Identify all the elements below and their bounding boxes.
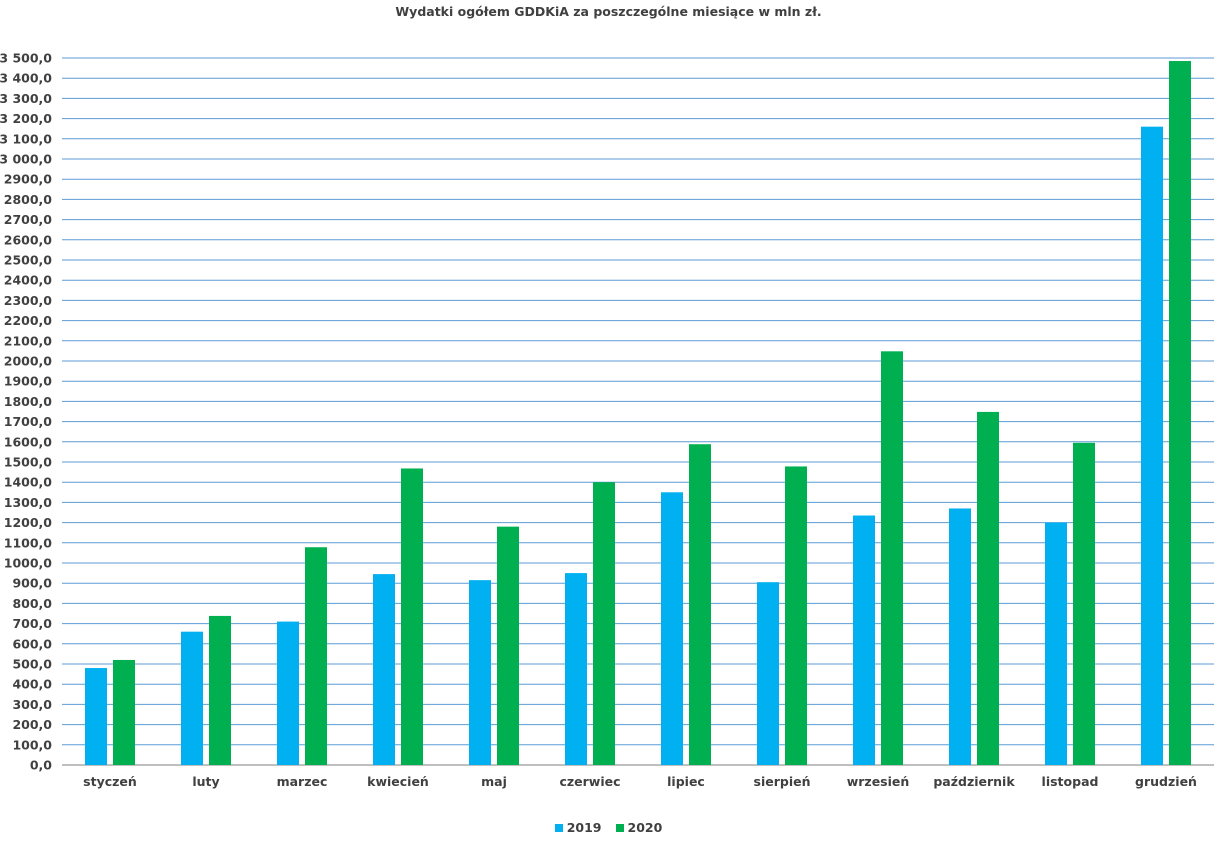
legend-label-2019: 2019: [566, 820, 602, 835]
x-tick-label: listopad: [1042, 774, 1099, 789]
y-tick-label: 3 000,0: [0, 152, 52, 167]
bar-2020-maj[interactable]: [497, 526, 519, 765]
x-tick-label: marzec: [277, 774, 328, 789]
y-tick-label: 500,0: [12, 657, 52, 672]
y-tick-label: 2000,0: [4, 354, 53, 369]
x-tick-label: grudzień: [1135, 774, 1197, 789]
y-tick-label: 300,0: [12, 697, 52, 712]
y-tick-label: 2500,0: [4, 253, 53, 268]
legend-item-2019[interactable]: 2019: [554, 820, 602, 835]
bar-2019-wrzesień[interactable]: [853, 515, 875, 765]
legend-item-2020[interactable]: 2020: [615, 820, 663, 835]
y-tick-label: 900,0: [12, 576, 52, 591]
legend: 2019 2020: [0, 820, 1217, 835]
bar-2019-czerwiec[interactable]: [565, 573, 587, 765]
x-tick-label: wrzesień: [847, 774, 910, 789]
bar-2019-październik[interactable]: [949, 508, 971, 765]
y-tick-label: 1600,0: [4, 434, 53, 449]
bar-2019-sierpień[interactable]: [757, 582, 779, 765]
bar-2020-luty[interactable]: [209, 615, 231, 765]
y-tick-label: 2700,0: [4, 212, 53, 227]
y-tick-label: 1500,0: [4, 455, 53, 470]
bar-2019-luty[interactable]: [181, 631, 203, 765]
y-tick-label: 3 400,0: [0, 71, 52, 86]
bar-2020-czerwiec[interactable]: [593, 482, 615, 765]
bar-2019-styczeń[interactable]: [85, 668, 107, 765]
x-tick-label: lipiec: [667, 774, 705, 789]
y-tick-label: 3 100,0: [0, 131, 52, 146]
bar-2020-grudzień[interactable]: [1169, 61, 1191, 765]
y-axis-tick-labels: 0,0 100,0 200,0 300,0 400,0 500,0 600,0 700,0 80…: [0, 51, 52, 773]
x-axis-tick-labels: styczeń luty marzec kwiecień maj czerwiec lipi…: [83, 774, 1197, 789]
x-tick-label: październik: [933, 774, 1015, 789]
y-tick-label: 2100,0: [4, 333, 53, 348]
x-tick-label: styczeń: [83, 774, 137, 789]
y-tick-label: 1100,0: [4, 535, 53, 550]
y-tick-label: 1800,0: [4, 394, 53, 409]
y-tick-label: 2800,0: [4, 192, 53, 207]
y-tick-label: 2400,0: [4, 273, 53, 288]
y-tick-label: 2600,0: [4, 232, 53, 247]
y-tick-label: 2900,0: [4, 172, 53, 187]
y-tick-label: 3 500,0: [0, 51, 52, 66]
y-tick-label: 3 200,0: [0, 111, 52, 126]
legend-swatch-2019: [554, 823, 563, 832]
y-tick-label: 1900,0: [4, 374, 53, 389]
bar-2020-marzec[interactable]: [305, 547, 327, 765]
x-tick-label: sierpień: [754, 774, 811, 789]
x-tick-label: kwiecień: [367, 774, 429, 789]
x-tick-label: luty: [192, 774, 219, 789]
gridlines: [62, 57, 1214, 766]
legend-label-2020: 2020: [627, 820, 663, 835]
y-tick-label: 800,0: [12, 596, 52, 611]
legend-swatch-2020: [615, 823, 624, 832]
bar-2019-maj[interactable]: [469, 580, 491, 765]
y-tick-label: 2300,0: [4, 293, 53, 308]
y-tick-label: 100,0: [12, 737, 52, 752]
bar-2019-lipiec[interactable]: [661, 492, 683, 765]
y-tick-label: 2200,0: [4, 313, 53, 328]
x-tick-label: czerwiec: [559, 774, 620, 789]
y-tick-label: 600,0: [12, 636, 52, 651]
y-tick-label: 400,0: [12, 677, 52, 692]
y-tick-label: 1300,0: [4, 495, 53, 510]
y-tick-label: 1700,0: [4, 414, 53, 429]
bar-2020-lipiec[interactable]: [689, 444, 711, 765]
y-tick-label: 3 300,0: [0, 91, 52, 106]
y-tick-label: 700,0: [12, 616, 52, 631]
y-tick-label: 200,0: [12, 717, 52, 732]
bar-2020-wrzesień[interactable]: [881, 351, 903, 765]
bar-2019-kwiecień[interactable]: [373, 574, 395, 765]
bar-2020-sierpień[interactable]: [785, 466, 807, 765]
bars: [85, 61, 1191, 766]
bar-2019-grudzień[interactable]: [1141, 126, 1163, 766]
bar-2020-styczeń[interactable]: [113, 659, 135, 765]
bar-2020-kwiecień[interactable]: [401, 468, 423, 765]
y-tick-label: 0,0: [30, 758, 52, 773]
bar-2019-marzec[interactable]: [277, 621, 299, 765]
bar-2019-listopad[interactable]: [1045, 522, 1067, 765]
bar-2020-listopad[interactable]: [1073, 442, 1095, 765]
y-tick-label: 1000,0: [4, 556, 53, 571]
bar-2020-październik[interactable]: [977, 411, 999, 765]
y-tick-label: 1200,0: [4, 515, 53, 530]
y-tick-label: 1400,0: [4, 475, 53, 490]
x-tick-label: maj: [481, 774, 507, 789]
chart-title: Wydatki ogółem GDDKiA za poszczególne mi…: [395, 4, 822, 19]
